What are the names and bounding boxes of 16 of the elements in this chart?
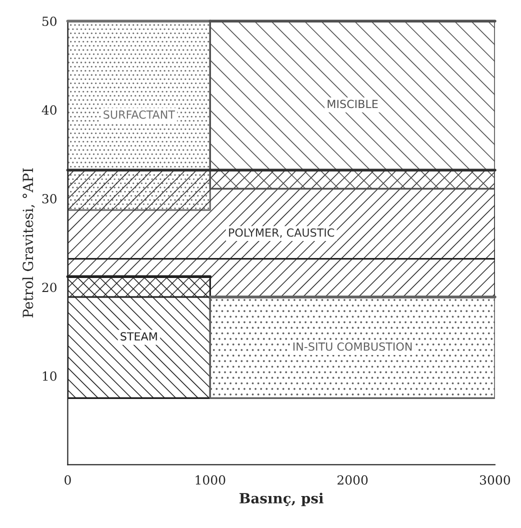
text: POLYMER, CAUSTIC [229, 228, 334, 238]
y-tick-label: 30 [42, 194, 56, 204]
x-tick-label: 2000 [337, 475, 368, 485]
x-tick-label: 0 [64, 475, 71, 485]
y-tick-label: 10 [42, 371, 56, 381]
text: STEAM [120, 332, 157, 341]
y-tick-label: 20 [42, 282, 56, 292]
y-axis-title: Petrol Gravitesi, °API [22, 168, 35, 318]
y-tick-label: 50 [42, 16, 56, 26]
x-tick-label: 3000 [480, 475, 510, 485]
text: IN-SITU COMBUSTION [293, 342, 412, 351]
text: MISCIBLE [328, 100, 378, 108]
y-tick-label: 40 [42, 105, 56, 115]
x-axis-title: Basınç, psi [240, 492, 324, 506]
x-tick-label: 1000 [196, 475, 226, 485]
text: SURFACTANT [104, 110, 176, 119]
